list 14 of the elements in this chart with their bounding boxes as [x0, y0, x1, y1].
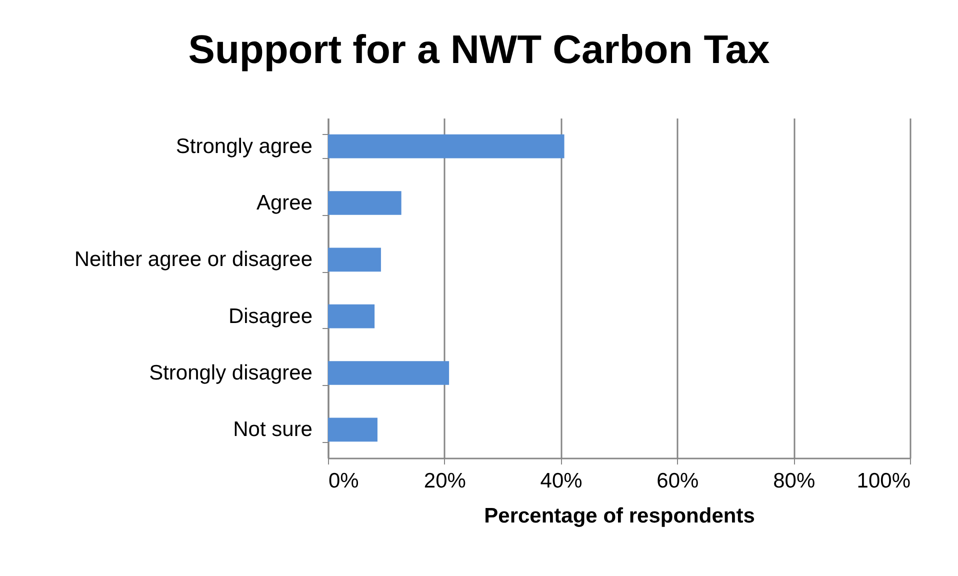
y-tick-label: Not sure	[233, 418, 312, 442]
y-tick-label: Strongly disagree	[149, 362, 312, 384]
y-tick-label: Neither agree or disagree	[74, 248, 312, 272]
y-tick-label: Disagree	[228, 304, 312, 328]
x-axis-title: Percentage of respondents	[484, 504, 755, 528]
x-tick-label: 20%	[424, 470, 466, 492]
x-tick-label: 0%	[328, 470, 359, 492]
x-tick-label: 60%	[656, 470, 699, 492]
x-tick-label: 40%	[540, 470, 582, 492]
y-tick-label: Strongly agree	[176, 134, 312, 158]
x-tick-label: 80%	[773, 470, 816, 492]
chart-title: Support for a NWT Carbon Tax	[188, 28, 770, 72]
y-tick-label: Agree	[256, 192, 312, 214]
x-tick-label: 100%	[856, 470, 910, 492]
